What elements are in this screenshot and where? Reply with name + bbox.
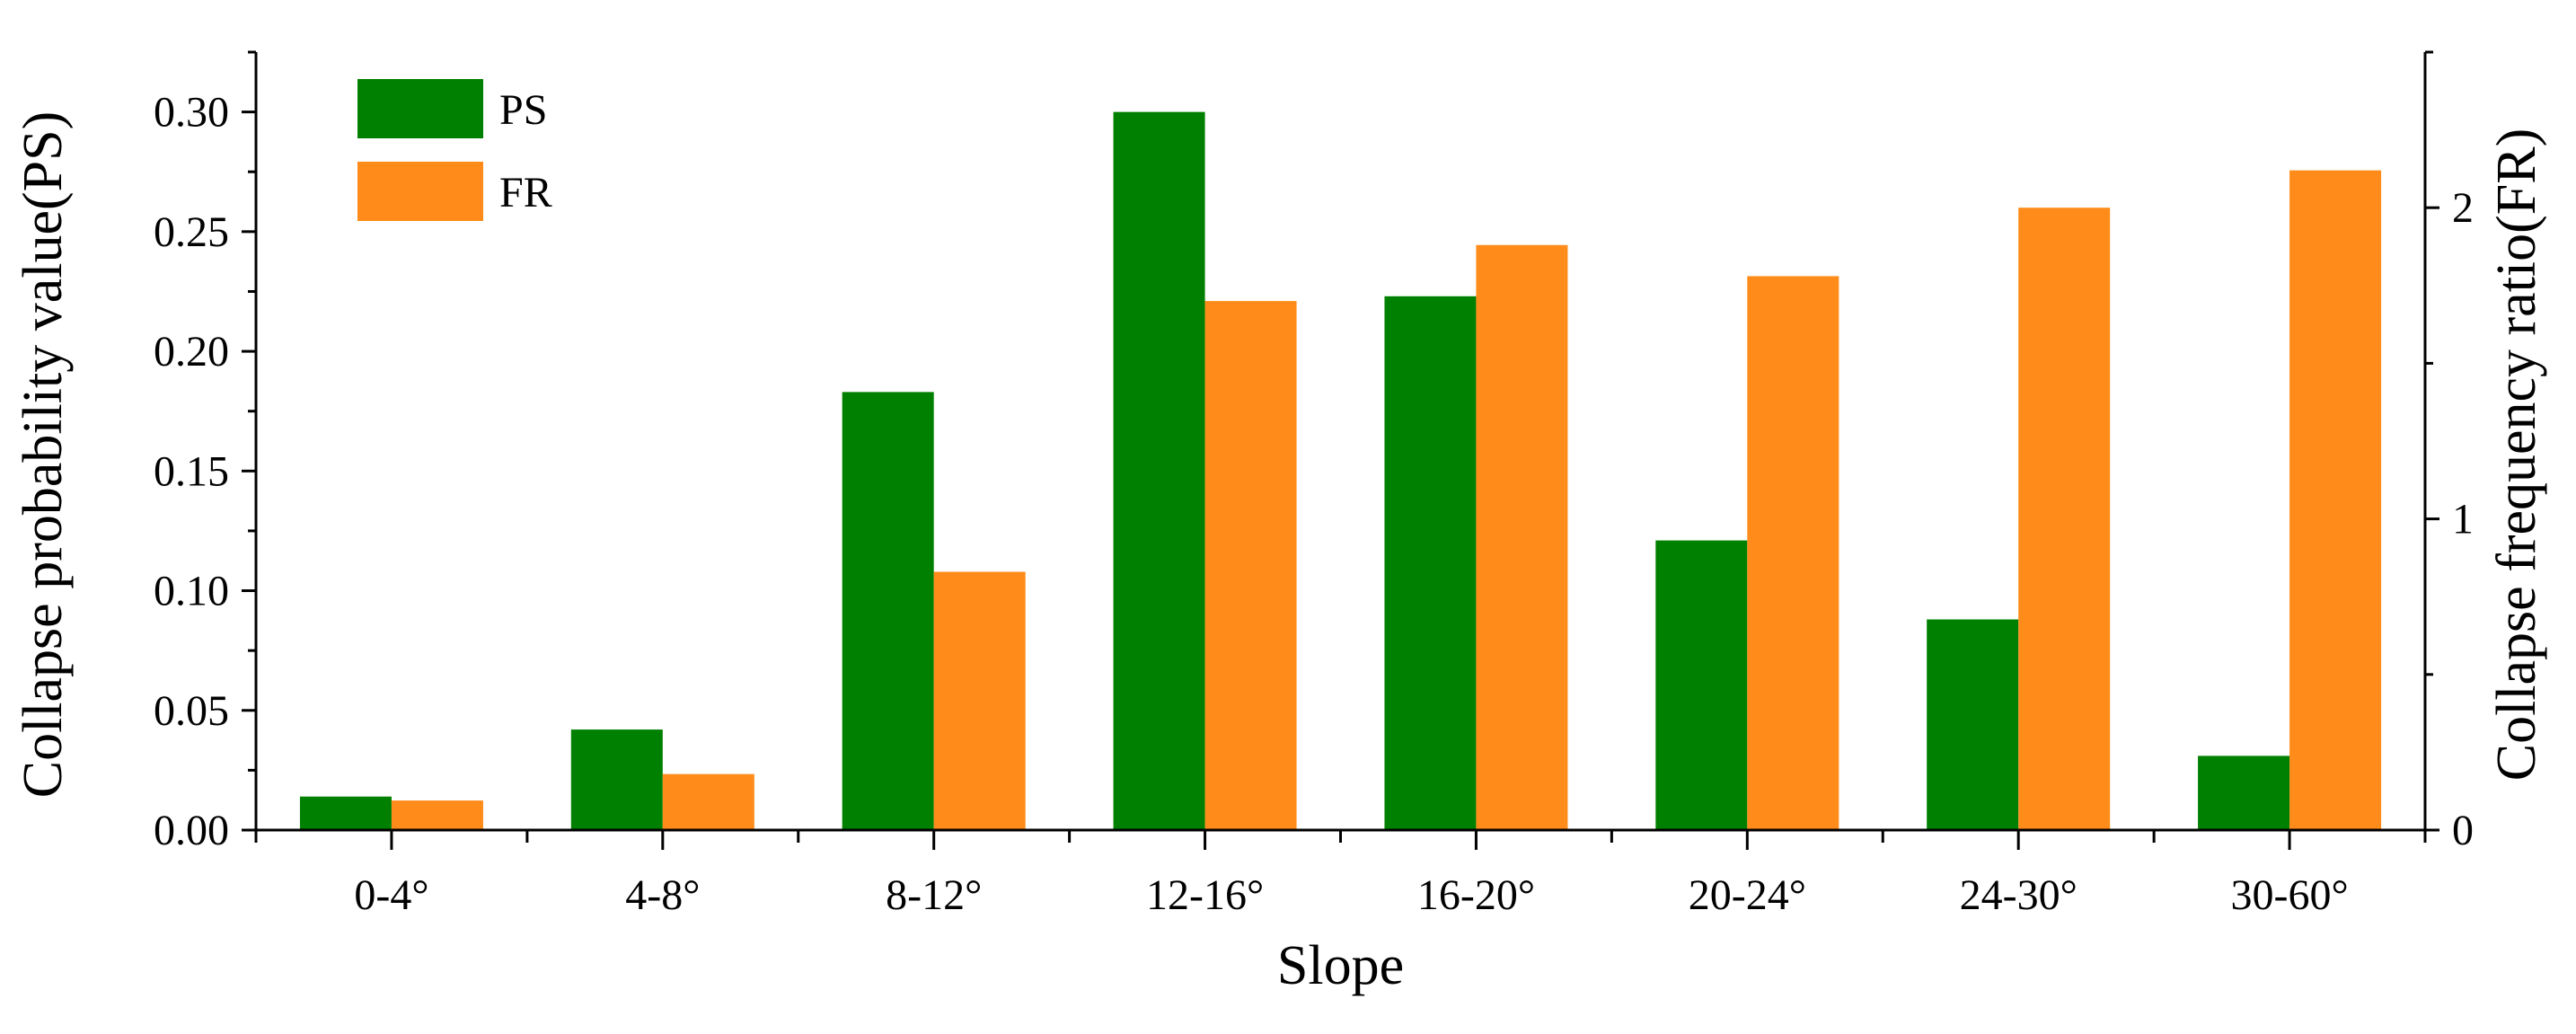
bar-ps-5 (1655, 540, 1748, 830)
x-tick-label: 20-24° (1689, 871, 1806, 919)
legend-swatch-ps (357, 79, 483, 138)
x-tick-label: 8-12° (886, 871, 982, 919)
y-tick-label: 0.05 (154, 687, 229, 735)
y-tick-label: 0.15 (154, 447, 229, 495)
y2-axis-title: Collapse frequency ratio(FR) (2486, 128, 2547, 782)
bar-fr-3 (1204, 301, 1297, 830)
y-tick-label: 0.10 (154, 568, 229, 615)
bar-ps-1 (570, 729, 663, 830)
legend: PS FR (357, 79, 552, 221)
bar-fr-0 (391, 800, 483, 830)
y2-tick-label: 2 (2452, 184, 2474, 232)
bar-fr-1 (662, 773, 754, 830)
bar-ps-3 (1113, 111, 1205, 831)
bar-ps-2 (842, 392, 934, 830)
legend-swatch-fr (357, 162, 483, 221)
ticks-group: 0.00 0.05 0.10 0.15 0.20 0.25 0.30 0 1 2 0-4° 4-8° 8… (154, 50, 2474, 919)
bar-fr-6 (2018, 208, 2111, 830)
x-tick-label: 4-8° (625, 871, 700, 919)
y-tick-label: 0.00 (154, 807, 229, 854)
y-tick-label: 0.25 (154, 208, 229, 256)
legend-label-ps: PS (499, 86, 547, 134)
bar-fr-4 (1476, 244, 1568, 830)
y-tick-label: 0.20 (154, 328, 229, 376)
bar-fr-2 (933, 571, 1026, 830)
y2-tick-label: 1 (2452, 496, 2474, 544)
bar-ps-4 (1384, 296, 1477, 830)
legend-label-fr: FR (499, 169, 552, 217)
x-tick-label: 24-30° (1960, 871, 2078, 919)
bar-ps-6 (1927, 619, 2019, 830)
x-tick-label: 16-20° (1417, 871, 1535, 919)
y2-tick-label: 0 (2452, 807, 2474, 854)
bar-ps-0 (299, 796, 392, 830)
x-tick-label: 30-60° (2230, 871, 2348, 919)
bar-fr-5 (1747, 276, 1839, 831)
x-tick-label: 12-16° (1146, 871, 1264, 919)
y-axis-title: Collapse probability value(PS) (13, 111, 74, 799)
bar-ps-7 (2198, 756, 2290, 830)
y-tick-label: 0.30 (154, 89, 229, 137)
bar-fr-7 (2289, 170, 2382, 830)
bars-group (299, 111, 2382, 831)
x-tick-label: 0-4° (354, 871, 428, 919)
x-axis-title: Slope (1277, 935, 1404, 996)
